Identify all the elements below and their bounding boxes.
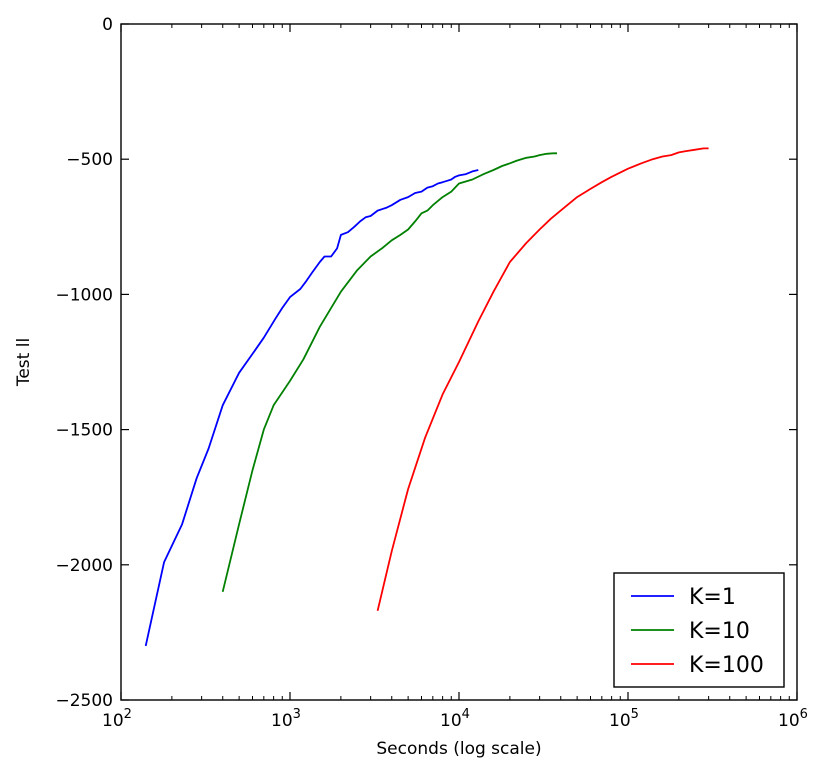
series-line-2 xyxy=(221,152,557,593)
y-tick-labels: 0 −500 −1000 −1500 −2000 −2500 xyxy=(55,15,113,711)
series-line-1 xyxy=(144,169,479,647)
plot-frame xyxy=(120,23,798,701)
legend: K=1 K=10 K=100 xyxy=(613,572,785,688)
y-tick-label: −1000 xyxy=(55,285,113,305)
legend-label: K=1 xyxy=(689,585,736,610)
x-tick-label: 102 xyxy=(102,707,132,731)
series-layer xyxy=(144,147,709,647)
legend-label: K=100 xyxy=(689,653,764,678)
y-tick-label: −1500 xyxy=(55,421,113,441)
y-tick-label: −500 xyxy=(66,150,113,170)
y-tick-label: −2000 xyxy=(55,556,113,576)
x-axis-label: Seconds (log scale) xyxy=(376,739,541,759)
x-tick-labels: 102 103 104 105 106 xyxy=(102,707,808,731)
y-tick-label: −2500 xyxy=(55,691,113,711)
x-tick-label: 105 xyxy=(609,707,639,731)
series-line-3 xyxy=(376,147,709,612)
x-tick-label: 104 xyxy=(440,707,470,731)
x-tick-label: 103 xyxy=(271,707,301,731)
y-tick-label: 0 xyxy=(102,15,113,35)
legend-label: K=10 xyxy=(689,619,750,644)
y-axis-label: Test ll xyxy=(14,338,34,387)
x-tick-label: 106 xyxy=(778,707,808,731)
